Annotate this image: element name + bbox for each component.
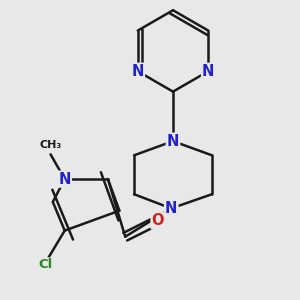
Text: N: N [132, 64, 144, 79]
Text: N: N [58, 172, 71, 187]
Text: N: N [165, 201, 177, 216]
Text: O: O [152, 213, 164, 228]
Text: N: N [167, 134, 179, 149]
Text: Cl: Cl [38, 258, 52, 272]
Text: N: N [202, 64, 214, 79]
Text: CH₃: CH₃ [39, 140, 62, 151]
